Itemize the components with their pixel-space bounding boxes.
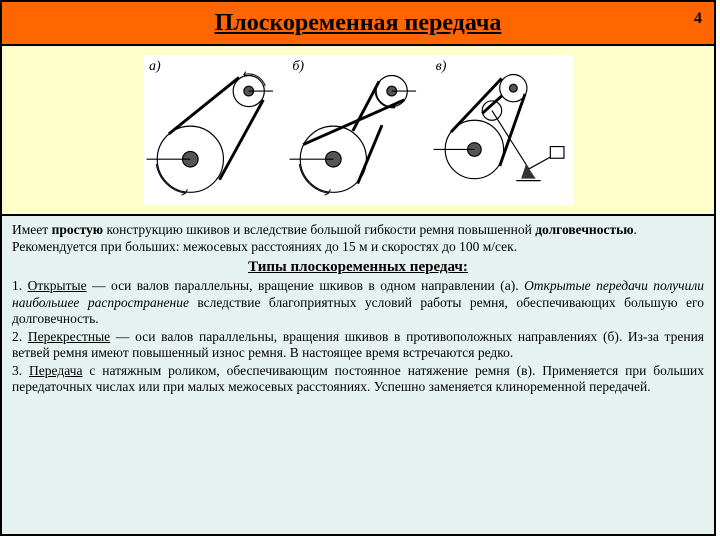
recommendation-line: Рекомендуется при больших: межосевых рас…	[12, 239, 704, 255]
header-bar: Плоскоременная передача 4	[2, 2, 714, 46]
diagram-label-a: а)	[149, 59, 161, 75]
page-number: 4	[694, 10, 702, 28]
type-2-paragraph: 2. Перекрестные — оси валов параллельны,…	[12, 329, 704, 362]
type1-name: Открытые	[28, 278, 87, 293]
type2-name: Перекрестные	[28, 329, 110, 344]
intro-bold-durability: долговечностью	[535, 222, 633, 237]
intro-text-2: конструкцию шкивов и вследствие большой …	[103, 222, 535, 237]
intro-period: .	[634, 222, 637, 237]
diagram-tension-roller: в)	[432, 57, 571, 203]
types-subtitle: Типы плоскоременных передач:	[12, 258, 704, 276]
diagram-open-belt: а)	[145, 57, 284, 203]
type3-text: с натяжным роликом, обеспечивающим посто…	[12, 363, 704, 394]
tension-roller-svg	[432, 57, 571, 203]
illustration-area: а)	[2, 46, 714, 216]
type1-text1: — оси валов параллельны, вращение шкивов…	[87, 278, 524, 293]
open-belt-svg	[145, 57, 284, 203]
intro-paragraph: Имеет простую конструкцию шкивов и вслед…	[12, 222, 704, 238]
type-3-paragraph: 3. Передача с натяжным роликом, обеспечи…	[12, 363, 704, 396]
slide-container: Плоскоременная передача 4 а)	[0, 0, 716, 536]
type2-num: 2.	[12, 329, 28, 344]
diagram-crossed-belt: б)	[288, 57, 427, 203]
type3-name: Передача	[29, 363, 82, 378]
diagram-label-b: б)	[292, 59, 304, 75]
diagram-label-c: в)	[436, 59, 447, 75]
intro-bold-simple: простую	[52, 222, 104, 237]
type-1-paragraph: 1. Открытые — оси валов параллельны, вра…	[12, 278, 704, 327]
type1-num: 1.	[12, 278, 28, 293]
type2-text: — оси валов параллельны, вращения шкивов…	[12, 329, 704, 360]
belt-diagrams: а)	[143, 55, 573, 205]
crossed-belt-svg	[288, 57, 427, 203]
slide-title: Плоскоременная передача	[215, 10, 502, 37]
type3-num: 3.	[12, 363, 29, 378]
description-text: Имеет простую конструкцию шкивов и вслед…	[2, 216, 714, 534]
intro-text-1: Имеет	[12, 222, 52, 237]
